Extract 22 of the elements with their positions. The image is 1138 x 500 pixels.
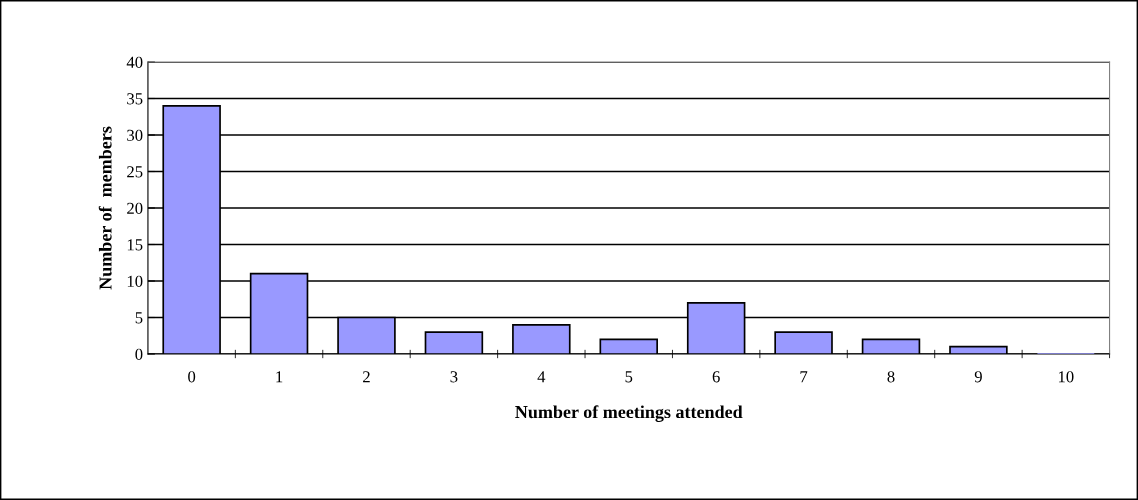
y-tick-label: 25 xyxy=(127,166,143,178)
x-tick-label: 5 xyxy=(625,371,633,383)
y-tick-label: 0 xyxy=(135,348,143,360)
y-tick-label: 10 xyxy=(127,275,143,287)
x-tick-label: 3 xyxy=(450,371,458,383)
x-tick-label: 1 xyxy=(276,371,283,383)
x-tick-label: 7 xyxy=(800,371,808,383)
x-tick-label: 0 xyxy=(188,371,196,383)
x-tick-label: 6 xyxy=(712,371,720,383)
y-tick-label: 5 xyxy=(135,312,143,324)
x-axis-title: Number of meetings attended xyxy=(515,405,743,422)
y-tick-label: 15 xyxy=(127,239,143,251)
y-tick-label: 40 xyxy=(126,56,143,68)
y-tick-label: 30 xyxy=(127,129,143,141)
x-tick-label: 10 xyxy=(1058,371,1074,383)
y-axis-title: Number of members xyxy=(98,126,112,290)
x-tick-label: 2 xyxy=(363,371,370,383)
x-tick-label: 4 xyxy=(537,371,546,383)
y-tick-label: 20 xyxy=(127,202,143,214)
x-tick-label: 9 xyxy=(974,371,982,383)
y-tick-label: 35 xyxy=(127,93,143,105)
x-tick-label: 8 xyxy=(887,371,895,383)
